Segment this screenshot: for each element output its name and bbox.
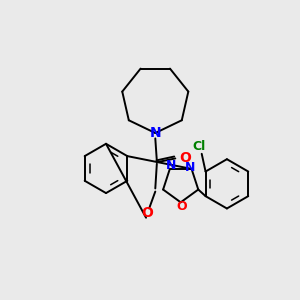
Text: O: O — [142, 206, 154, 220]
Text: Cl: Cl — [193, 140, 206, 153]
Text: N: N — [185, 161, 195, 174]
Text: N: N — [149, 126, 161, 140]
Text: O: O — [176, 200, 187, 213]
Text: O: O — [179, 152, 191, 165]
Text: N: N — [166, 159, 177, 172]
